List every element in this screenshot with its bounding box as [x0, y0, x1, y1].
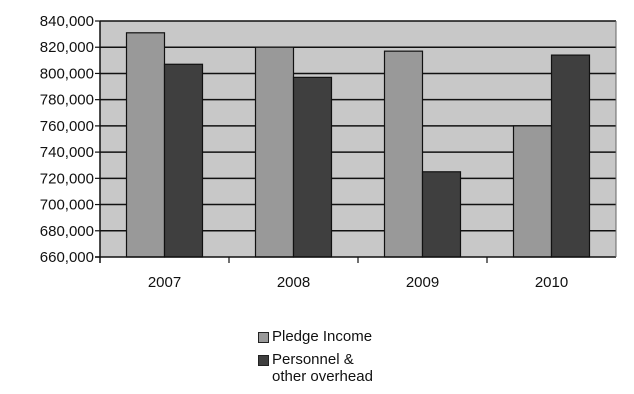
legend-label-pledge-income: Pledge Income [272, 328, 373, 345]
x-axis-tick-labels: 2007 2008 2009 2010 [148, 274, 568, 291]
x-tick-label: 2008 [277, 274, 310, 291]
y-tick-label: 800,000 [40, 65, 94, 82]
legend: Pledge Income Personnel & other overhead [258, 328, 373, 391]
y-tick-label: 700,000 [40, 197, 94, 214]
bar-personnel-overhead-2008 [292, 76, 333, 258]
y-axis-tick-labels: 660,000 680,000 700,000 720,000 740,000 760,0… [40, 13, 94, 266]
x-tick-label: 2009 [406, 274, 439, 291]
axes [95, 20, 617, 263]
legend-swatch-pledge-income [258, 332, 269, 343]
y-tick-label: 660,000 [40, 249, 94, 266]
y-tick-label: 740,000 [40, 144, 94, 161]
bar-pledge-income-2009 [383, 50, 424, 258]
y-tick-label: 680,000 [40, 223, 94, 240]
legend-label-personnel-overhead: Personnel & other overhead [272, 351, 373, 385]
bar-pledge-income-2007 [125, 32, 166, 258]
x-tick-label: 2007 [148, 274, 181, 291]
x-tick-label: 2010 [535, 274, 568, 291]
legend-item-personnel-overhead: Personnel & other overhead [258, 351, 373, 385]
legend-swatch-personnel-overhead [258, 355, 269, 366]
legend-item-pledge-income: Pledge Income [258, 328, 373, 345]
bar-personnel-overhead-2009 [421, 171, 462, 258]
bars [125, 32, 591, 258]
y-tick-label: 760,000 [40, 118, 94, 135]
bar-pledge-income-2010 [512, 125, 553, 258]
bar-personnel-overhead-2007 [163, 63, 204, 258]
y-tick-label: 780,000 [40, 92, 94, 109]
bar-personnel-overhead-2010 [550, 54, 591, 258]
y-tick-label: 840,000 [40, 13, 94, 30]
y-tick-label: 820,000 [40, 39, 94, 56]
y-tick-label: 720,000 [40, 170, 94, 187]
bar-pledge-income-2008 [254, 46, 295, 258]
